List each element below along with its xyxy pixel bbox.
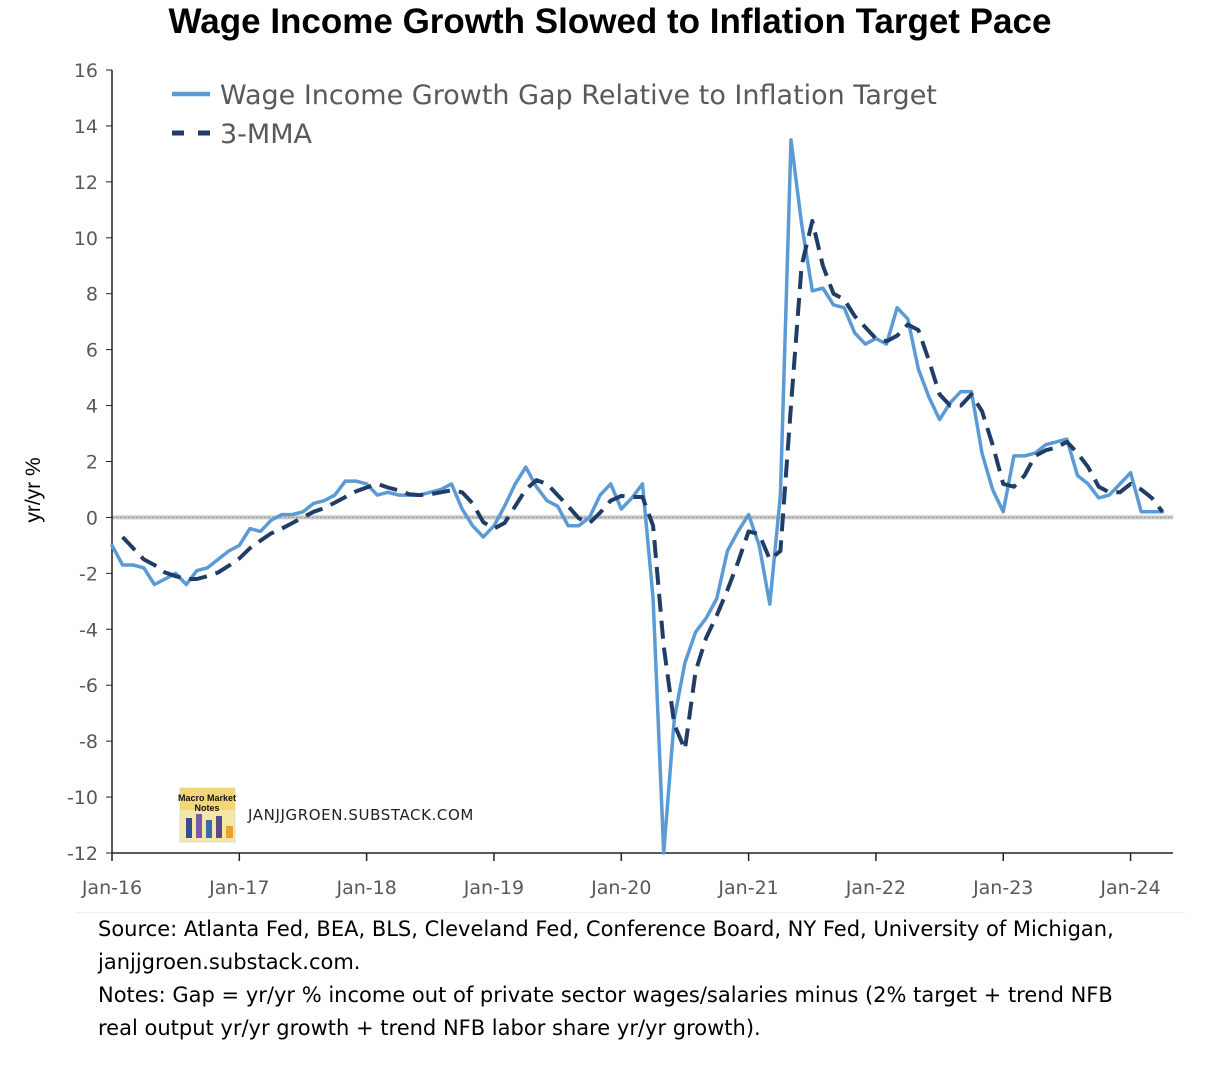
x-tick-label: Jan-24 xyxy=(1099,877,1160,899)
x-tick-label: Jan-17 xyxy=(208,877,269,899)
divider xyxy=(75,912,1185,913)
series-wage-gap-line xyxy=(110,138,1165,855)
watermark-logo: Macro Market Notes xyxy=(178,787,236,843)
x-tick-label: Jan-21 xyxy=(717,877,778,899)
source-notes: Source: Atlanta Fed, BEA, BLS, Cleveland… xyxy=(98,913,1198,1045)
y-tick-label: 12 xyxy=(74,172,98,194)
x-tick-label: Jan-20 xyxy=(590,877,651,899)
y-tick-label: 16 xyxy=(74,60,98,82)
legend-label-3mma: 3-MMA xyxy=(220,119,313,150)
watermark-text: JANJJGROEN.SUBSTACK.COM xyxy=(247,806,474,824)
notes-line-2: real output yr/yr growth + trend NFB lab… xyxy=(98,1016,761,1040)
x-tick-label: Jan-22 xyxy=(845,877,906,899)
series-3mma-line xyxy=(121,219,1164,752)
x-tick-label: Jan-18 xyxy=(335,877,396,899)
logo-line1: Macro Market xyxy=(178,793,236,803)
y-tick-label: 10 xyxy=(74,228,98,250)
y-axis-label: yr/yr % xyxy=(22,457,45,522)
y-tick-label: 4 xyxy=(86,396,98,418)
chart-title: Wage Income Growth Slowed to Inflation T… xyxy=(168,2,1052,41)
y-tick-label: -8 xyxy=(79,731,98,753)
y-tick-label: -4 xyxy=(79,619,98,641)
series-layer xyxy=(110,138,1165,855)
y-tick-label: -2 xyxy=(79,563,98,585)
source-line-2: janjjgroen.substack.com. xyxy=(98,950,361,974)
line-chart: 16 14 12 10 8 6 4 2 0 -2 -4 -6 -8 -10 -12 Jan-16 Jan-17… xyxy=(22,60,1173,899)
y-tick-label: -12 xyxy=(67,843,98,865)
x-tick-label: Jan-19 xyxy=(463,877,524,899)
y-tick-label: 2 xyxy=(86,452,98,474)
x-axis-ticks: Jan-16 Jan-17 Jan-18 Jan-19 Jan-20 Jan-21 Jan-… xyxy=(81,853,1161,899)
y-tick-label: 0 xyxy=(86,507,98,529)
y-axis-ticks: 16 14 12 10 8 6 4 2 0 -2 -4 -6 -8 -10 -12 xyxy=(67,60,112,865)
x-tick-label: Jan-16 xyxy=(81,877,142,899)
x-tick-label: Jan-23 xyxy=(972,877,1033,899)
legend-label-wage-gap: Wage Income Growth Gap Relative to Infla… xyxy=(220,80,937,111)
logo-line2: Notes xyxy=(194,803,219,813)
legend: Wage Income Growth Gap Relative to Infla… xyxy=(172,80,937,150)
source-line-1: Source: Atlanta Fed, BEA, BLS, Cleveland… xyxy=(98,917,1114,941)
y-tick-label: -6 xyxy=(79,675,98,697)
y-tick-label: 14 xyxy=(74,116,98,138)
y-tick-label: 6 xyxy=(86,340,98,362)
y-tick-label: -10 xyxy=(67,787,98,809)
y-tick-label: 8 xyxy=(86,284,98,306)
notes-line-1: Notes: Gap = yr/yr % income out of priva… xyxy=(98,983,1113,1007)
